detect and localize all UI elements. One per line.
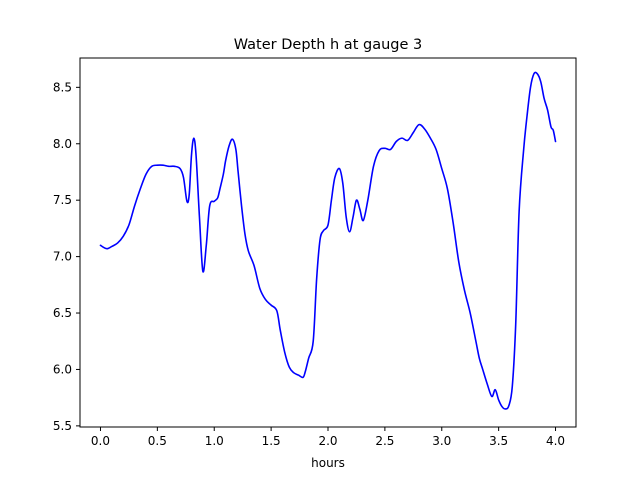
x-tick-label: 1.5 <box>262 434 281 448</box>
plot-area-frame <box>79 57 577 428</box>
x-axis-label: hours <box>311 456 345 470</box>
y-axis: 5.5 6.0 6.5 7.0 7.5 8.0 8.5 <box>53 80 80 433</box>
x-tick-label: 2.0 <box>318 434 337 448</box>
x-axis: 0.0 0.5 1.0 1.5 2.0 2.5 3.0 3.5 4.0 <box>91 427 565 448</box>
x-tick-label: 4.0 <box>546 434 565 448</box>
y-tick-label: 5.5 <box>53 419 72 433</box>
chart-title: Water Depth h at gauge 3 <box>234 37 422 53</box>
y-tick-label: 7.5 <box>53 193 72 207</box>
water-depth-series-line <box>99 71 557 410</box>
x-tick-label: 1.0 <box>205 434 224 448</box>
x-tick-label: 0.5 <box>148 434 167 448</box>
x-tick-label: 3.0 <box>432 434 451 448</box>
y-tick-label: 8.0 <box>53 137 72 151</box>
x-tick-label: 0.0 <box>91 434 110 448</box>
x-tick-label: 2.5 <box>375 434 394 448</box>
y-tick-label: 8.5 <box>53 80 72 94</box>
y-tick-label: 7.0 <box>53 250 72 264</box>
x-tick-label: 3.5 <box>489 434 508 448</box>
y-tick-label: 6.0 <box>53 362 72 376</box>
series-layer <box>99 71 557 410</box>
y-tick-label: 6.5 <box>53 306 72 320</box>
